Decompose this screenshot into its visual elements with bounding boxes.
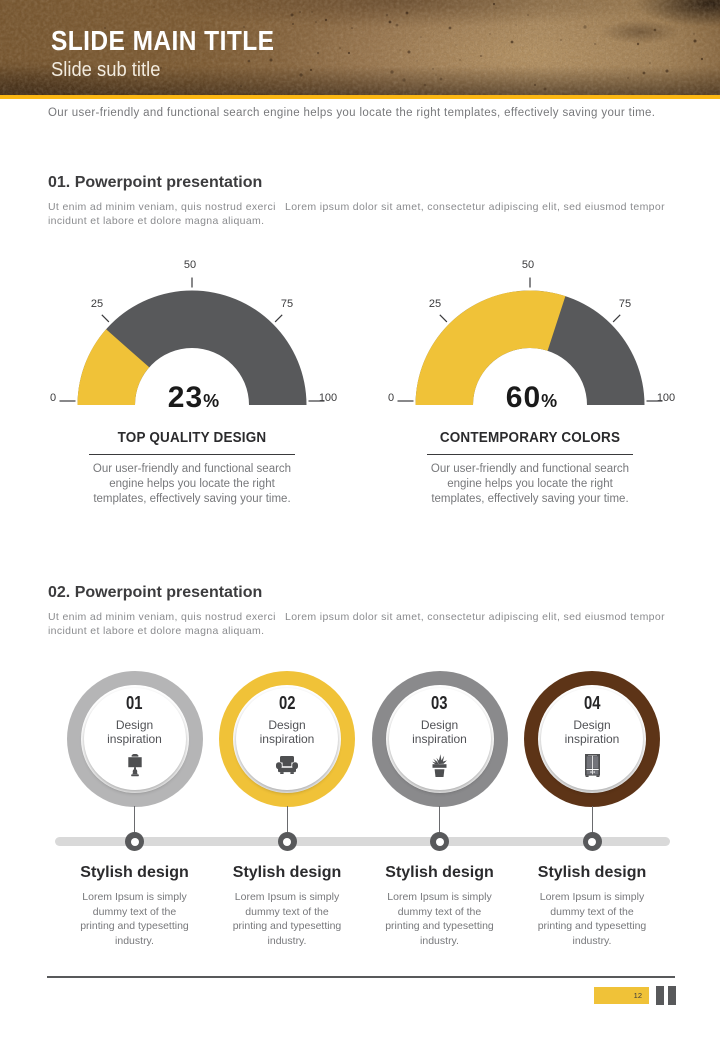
svg-text:75: 75 (619, 298, 631, 310)
svg-text:100: 100 (319, 392, 337, 404)
svg-text:23%: 23% (168, 381, 220, 414)
svg-text:50: 50 (184, 259, 196, 271)
svg-text:0: 0 (388, 392, 394, 404)
svg-text:75: 75 (281, 298, 293, 310)
svg-text:50: 50 (522, 259, 534, 271)
svg-text:25: 25 (91, 298, 103, 310)
svg-text:0: 0 (50, 392, 56, 404)
svg-text:60%: 60% (506, 381, 558, 414)
svg-text:100: 100 (657, 392, 675, 404)
svg-text:25: 25 (429, 298, 441, 310)
